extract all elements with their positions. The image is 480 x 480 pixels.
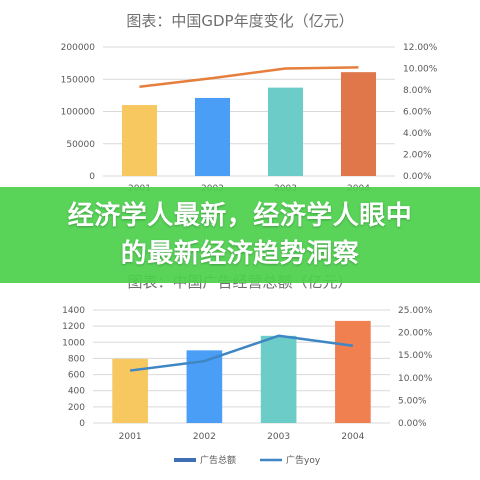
y-left-tick-label: 0 xyxy=(89,172,95,182)
y-right-tick-label: 10.00% xyxy=(398,374,433,384)
legend-label-bar: 广告总额 xyxy=(200,454,236,466)
x-tick-label: 2004 xyxy=(341,432,364,442)
line-series xyxy=(139,66,359,89)
bar-2002 xyxy=(194,97,231,176)
y-left-tick-label: 800 xyxy=(68,354,85,364)
y-right-tick-label: 15.00% xyxy=(398,351,433,361)
y-left-tick-label: 150000 xyxy=(61,75,96,85)
headline-line-2: 的最新经济趋势洞察 xyxy=(120,239,360,269)
headline-line-1: 经济学人最新，经济学人眼中 xyxy=(67,201,413,231)
y-left-tick-label: 50000 xyxy=(66,140,95,150)
headline-banner: 经济学人最新，经济学人眼中 的最新经济趋势洞察 xyxy=(0,187,480,283)
x-tick-label: 2003 xyxy=(267,432,290,442)
y-right-tick-label: 8.00% xyxy=(403,86,432,96)
y-right-tick-label: 20.00% xyxy=(398,329,433,339)
bar-2003 xyxy=(260,335,297,423)
y-left-tick-label: 100000 xyxy=(61,108,96,118)
legend: 广告总额 广告yoy xyxy=(174,454,321,466)
y-right-tick-label: 5.00% xyxy=(398,396,427,406)
y-right-tick-label: 12.00% xyxy=(403,43,438,53)
y-right-tick-label: 0.00% xyxy=(398,419,427,429)
bar-2003 xyxy=(267,87,304,176)
y-left-tick-label: 200000 xyxy=(61,43,96,53)
legend-swatch-bar xyxy=(174,458,196,462)
y-left-tick-label: 200 xyxy=(68,403,85,413)
legend-label-line: 广告yoy xyxy=(286,454,321,466)
x-tick-label: 2001 xyxy=(119,432,142,442)
y-left-tick-label: 600 xyxy=(68,371,85,381)
advertising-chart: 图表：中国广告经营总额（亿元） 140012001000800600400200… xyxy=(62,273,433,466)
bar-2004 xyxy=(340,72,377,176)
y-right-tick-label: 25.00% xyxy=(398,306,433,316)
y-left-tick-label: 400 xyxy=(68,387,85,397)
y-left-tick-label: 0 xyxy=(79,419,85,429)
y-right-tick-label: 0.00% xyxy=(403,172,432,182)
bar-2004 xyxy=(335,320,371,423)
gdp-chart: 图表：中国GDP年度变化（亿元） 200000 150000 100000 50000… xyxy=(61,12,438,194)
y-left-tick-label: 1200 xyxy=(62,322,85,332)
y-right-tick-label: 4.00% xyxy=(403,129,432,139)
y-right-tick-label: 2.00% xyxy=(403,151,432,161)
x-tick-label: 2002 xyxy=(193,432,216,442)
y-right-tick-label: 10.00% xyxy=(403,65,438,75)
y-right-tick-label: 6.00% xyxy=(403,108,432,118)
line-series xyxy=(129,334,354,372)
y-left-tick-label: 1400 xyxy=(62,306,85,316)
bar-2001 xyxy=(121,105,158,176)
y-left-tick-label: 1000 xyxy=(62,338,85,348)
chart-title: 图表：中国GDP年度变化（亿元） xyxy=(126,12,353,30)
